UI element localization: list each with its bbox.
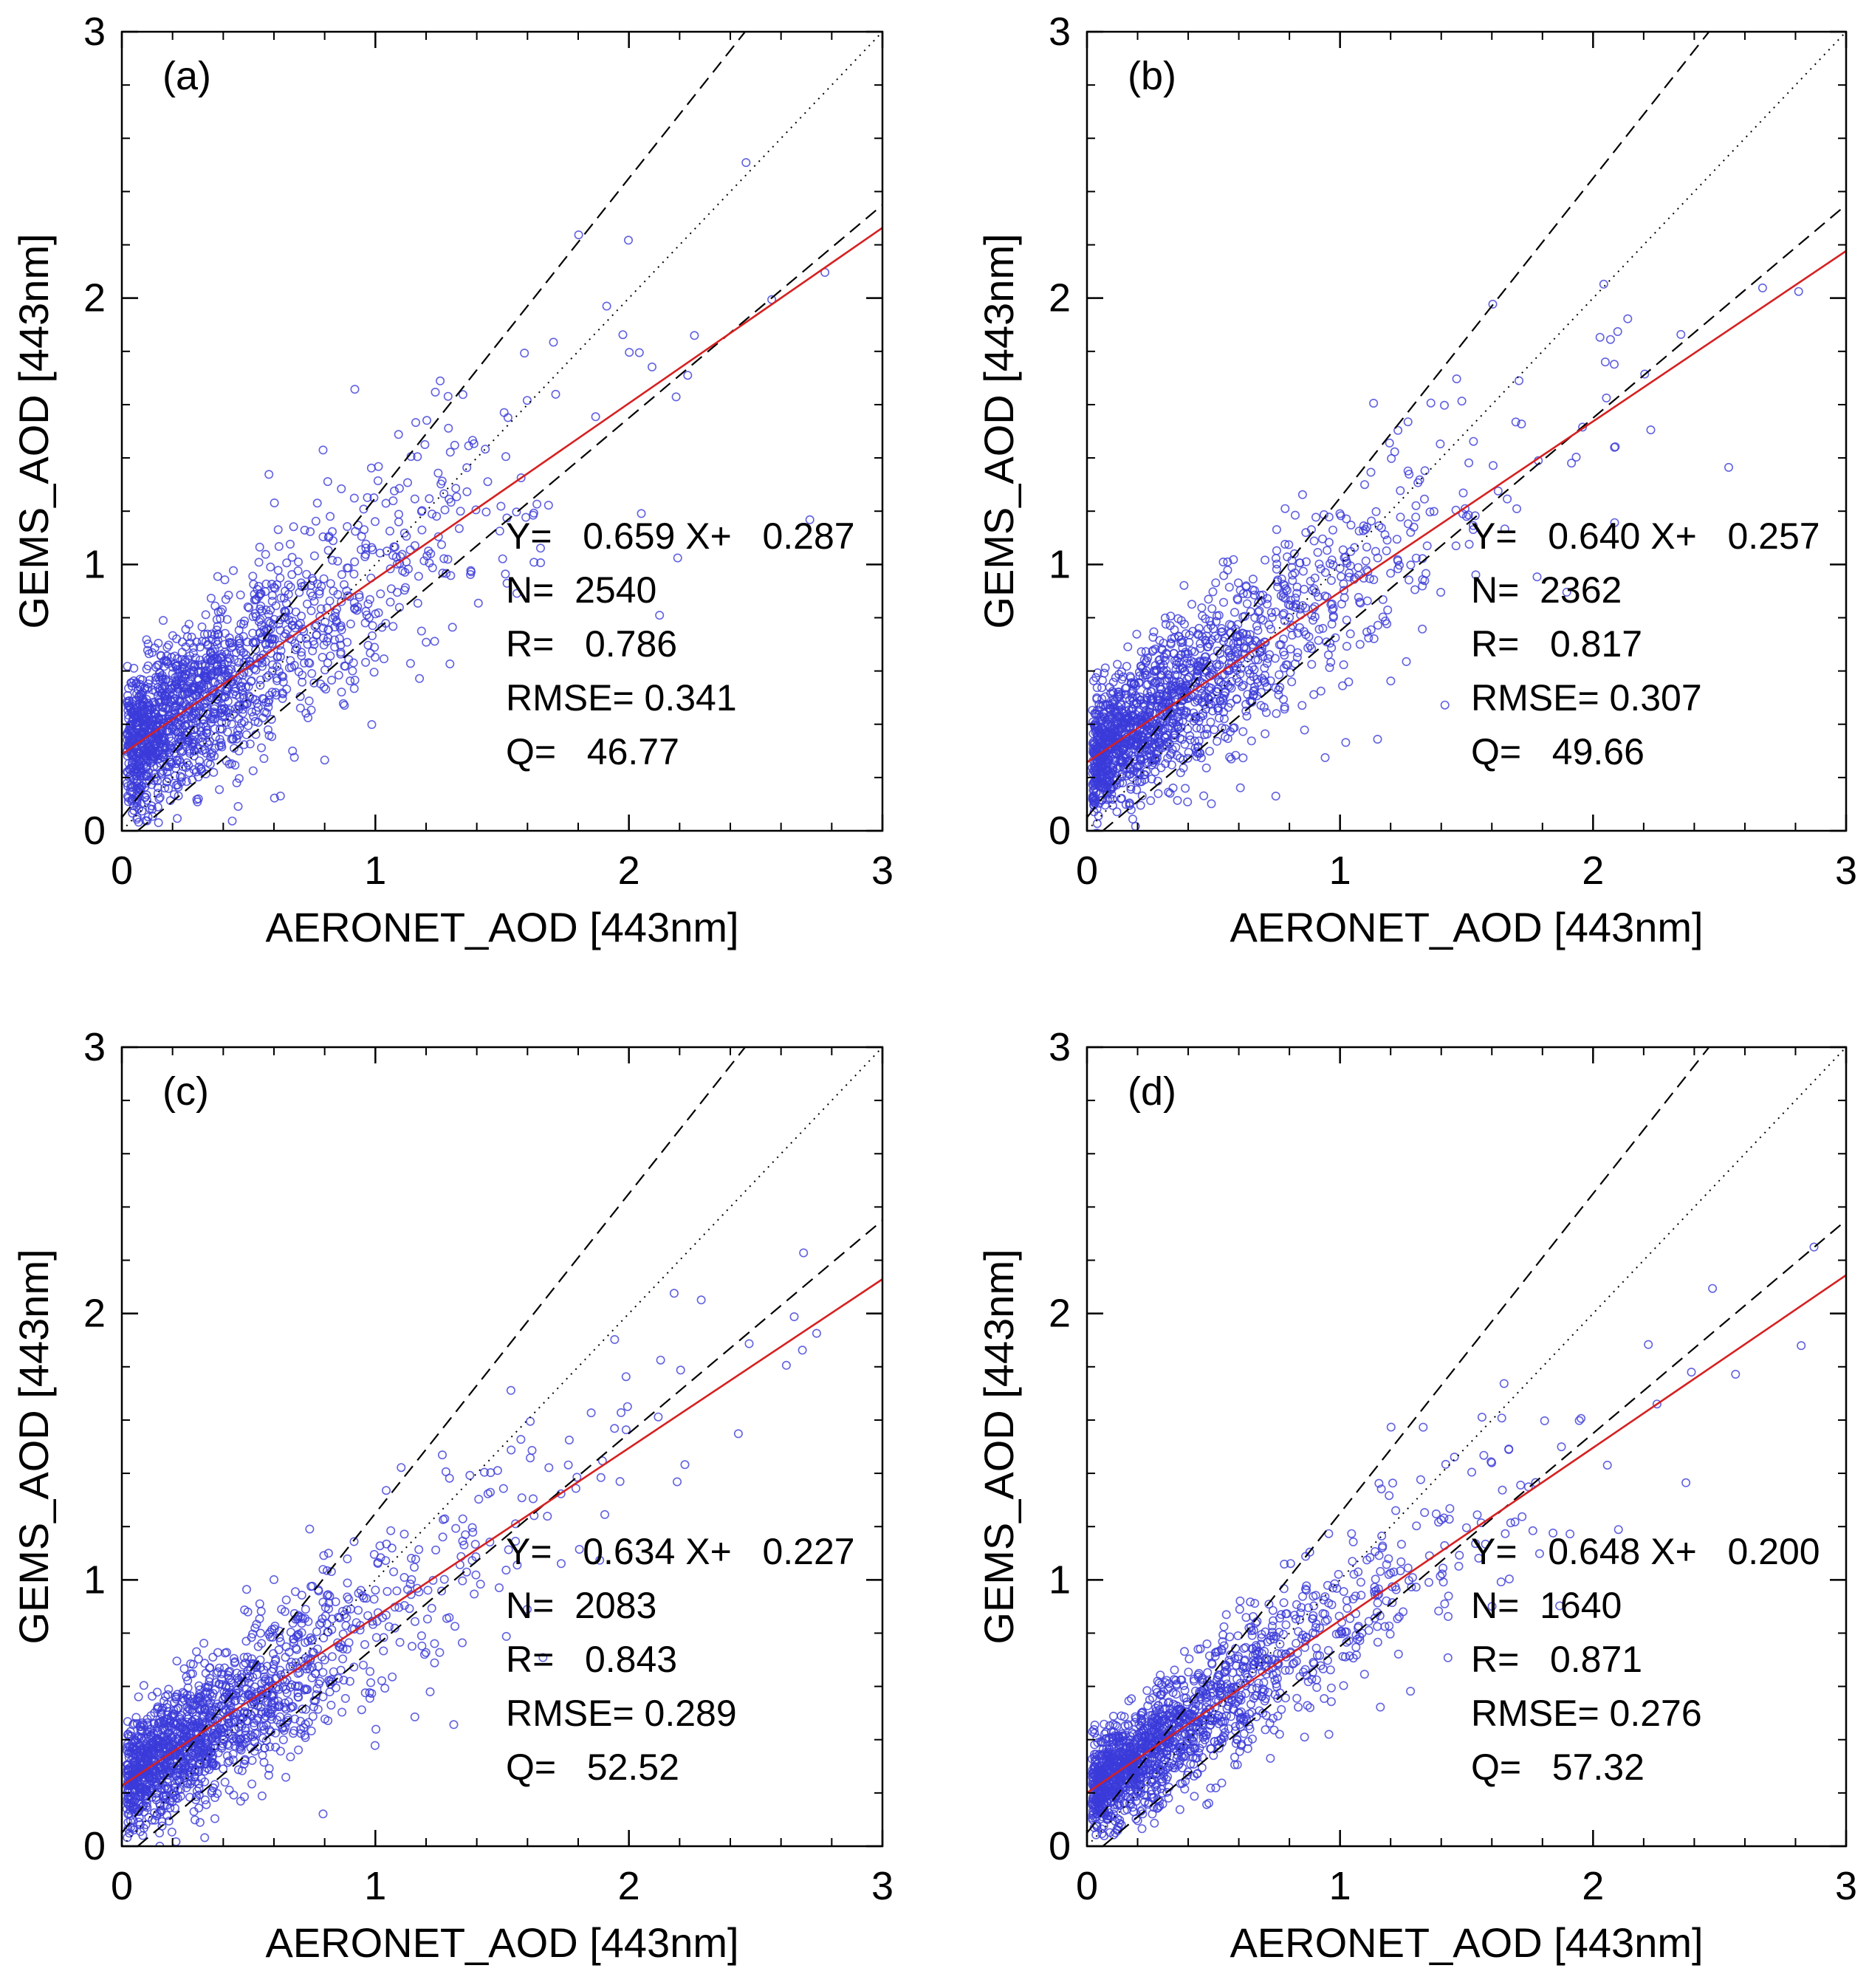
panel-a-stat-n: N= 2540 xyxy=(506,569,656,611)
panel-a-stat-r: R= 0.786 xyxy=(506,623,677,665)
panel-a-stat-q: Q= 46.77 xyxy=(506,731,679,772)
panel-a-x-tick-label: 1 xyxy=(364,849,386,893)
panel-a-panel-label: (a) xyxy=(162,54,211,98)
panel-a-y-tick-label: 1 xyxy=(83,542,106,586)
panel-a-y-tick-label: 3 xyxy=(83,10,106,54)
panel-a-x-tick-label: 3 xyxy=(871,849,894,893)
panel-a-y-tick-label: 0 xyxy=(83,809,106,853)
panel-a-y-tick-label: 2 xyxy=(83,276,106,321)
panel-a-y-axis-label: GEMS_AOD [443nm] xyxy=(10,233,57,628)
figure-canvas: 00 1 1 2 2 3 3 AERONET_AOD [443nm] GEMS_AOD [443… xyxy=(0,0,1869,1988)
panel-a-stat-rmse: RMSE= 0.341 xyxy=(506,677,737,719)
panel-a-x-tick-label: 2 xyxy=(618,849,640,893)
panel-a-stat-eq: Y= 0.659 X+ 0.287 xyxy=(506,515,855,557)
panel-a-x-axis-label: AERONET_AOD [443nm] xyxy=(265,904,738,950)
panel-a-x-tick-label: 0 xyxy=(111,849,133,893)
